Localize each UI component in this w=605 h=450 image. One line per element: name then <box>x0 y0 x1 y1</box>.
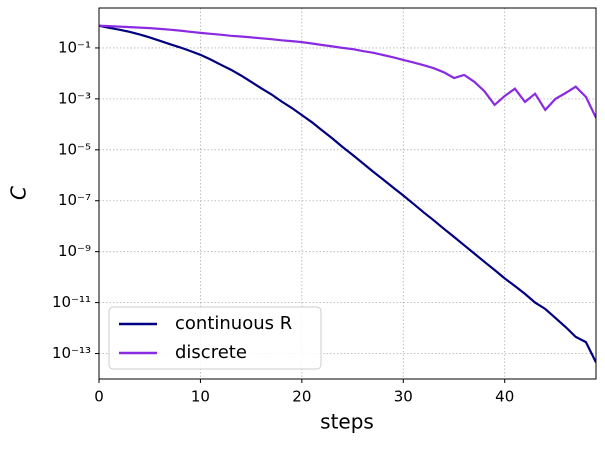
y-tick-label: 10⁻¹¹ <box>52 293 91 311</box>
legend-label: discrete <box>175 342 247 363</box>
x-tick-label: 10 <box>191 388 210 406</box>
plot-frame <box>98 7 597 380</box>
x-tick-label: 40 <box>495 388 514 406</box>
x-tick-label: 30 <box>394 388 413 406</box>
legend-box <box>108 306 322 370</box>
y-tick-label: 10⁻⁵ <box>58 140 91 158</box>
y-tick-label: 10⁻⁹ <box>58 242 91 260</box>
y-axis-label: C <box>7 186 31 200</box>
x-tick-label: 20 <box>292 388 311 406</box>
line <box>99 24 596 363</box>
line <box>99 24 596 119</box>
x-tick-label: 0 <box>94 388 104 406</box>
y-tick-label: 10⁻¹ <box>58 38 91 56</box>
y-tick-label: 10⁻¹³ <box>52 344 91 362</box>
legend-label: continuous R <box>175 313 292 334</box>
x-axis-label: steps <box>320 410 374 434</box>
y-tick-label: 10⁻³ <box>58 89 91 107</box>
y-tick-label: 10⁻⁷ <box>58 191 91 209</box>
